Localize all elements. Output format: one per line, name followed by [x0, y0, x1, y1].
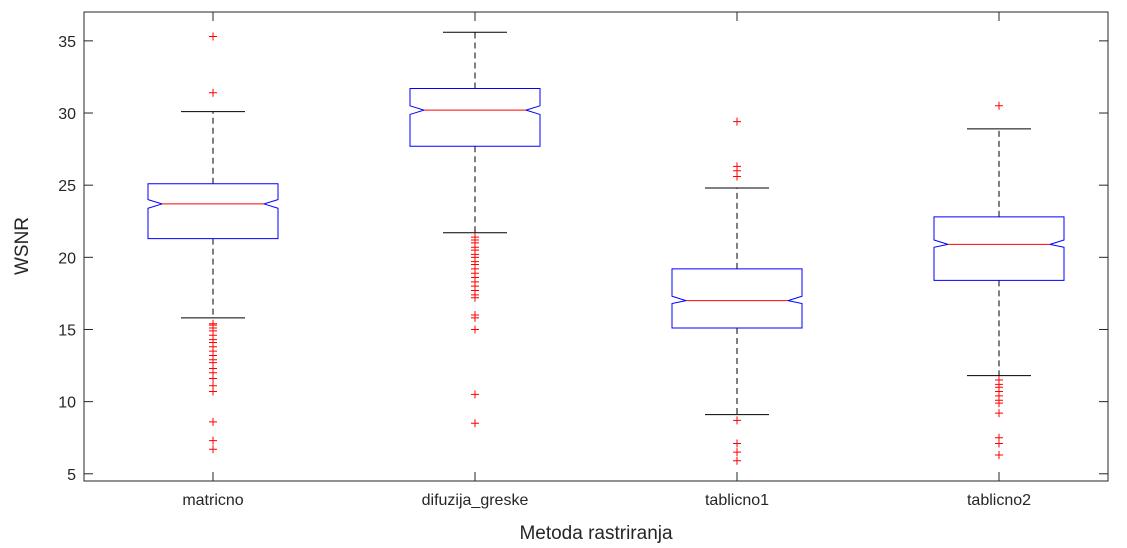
outlier-marker	[733, 416, 741, 425]
outlier-marker	[209, 88, 217, 97]
outlier-marker	[209, 32, 217, 41]
y-axis-label: WSNR	[12, 217, 33, 275]
outlier-marker	[471, 293, 479, 302]
outlier-marker	[995, 409, 1003, 418]
outlier-marker	[733, 448, 741, 457]
plot-area	[83, 11, 1109, 482]
notched-box	[147, 183, 279, 240]
y-tick-label: 15	[58, 322, 76, 339]
box-group	[933, 101, 1065, 460]
x-tick-label: matricno	[182, 492, 243, 509]
y-tick-label: 20	[58, 250, 76, 267]
outlier-marker	[471, 325, 479, 334]
outlier-marker	[995, 439, 1003, 448]
y-tick-label: 10	[58, 395, 76, 412]
outlier-marker	[995, 451, 1003, 460]
outlier-marker	[209, 417, 217, 426]
outlier-marker	[471, 419, 479, 428]
y-tick-label: 25	[58, 178, 76, 195]
outlier-marker	[471, 313, 479, 322]
y-tick-label: 5	[67, 467, 76, 484]
y-tick-label: 30	[58, 106, 76, 123]
outlier-marker	[995, 399, 1003, 408]
x-tick-label: tablicno2	[967, 492, 1031, 509]
outlier-marker	[209, 374, 217, 383]
outlier-marker	[209, 445, 217, 454]
outlier-marker	[209, 387, 217, 396]
x-tick-label: difuzija_greske	[422, 492, 529, 509]
notched-box	[933, 216, 1065, 281]
x-axis-label: Metoda rastriranja	[519, 523, 673, 544]
outlier-marker	[995, 101, 1003, 110]
y-tick-label: 35	[58, 34, 76, 51]
outlier-marker	[471, 390, 479, 399]
box-group	[409, 31, 541, 428]
box-group	[671, 117, 803, 465]
outlier-marker	[733, 439, 741, 448]
outlier-marker	[209, 436, 217, 445]
box-group	[147, 32, 279, 454]
x-tick-label: tablicno1	[705, 492, 769, 509]
outlier-marker	[733, 456, 741, 465]
notched-box	[409, 87, 541, 147]
outlier-marker	[733, 172, 741, 181]
outlier-marker	[733, 117, 741, 126]
notched-box	[671, 268, 803, 329]
